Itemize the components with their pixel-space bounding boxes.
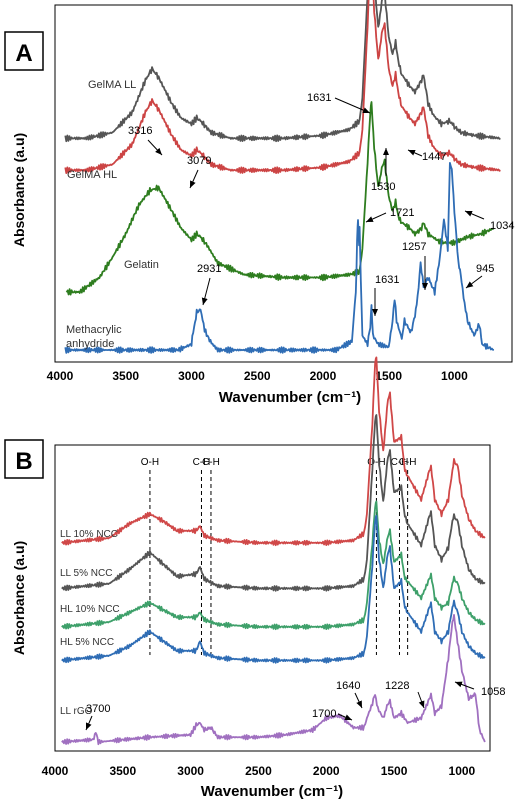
x-tick-label: 1500 [381,764,408,778]
annotation-arrow [337,713,353,721]
x-tick-label: 3000 [178,369,205,383]
series-line [61,514,486,664]
x-tick-label: 1000 [441,369,468,383]
annotation-arrow [85,715,93,731]
plot-frame [54,4,513,363]
x-tick-label: 3500 [109,764,136,778]
series-line [64,0,501,143]
x-tick-label: 2500 [245,764,272,778]
bond-label: O-H [367,457,385,468]
x-tick-label: 1500 [375,369,402,383]
x-tick-label: 2000 [310,369,337,383]
panel-label-box [4,31,44,71]
x-tick-label: 4000 [47,369,74,383]
annotation-label: 1700 [312,708,336,720]
annotation-label: 3700 [86,703,110,715]
bond-label: C-H [193,457,211,468]
series-label: GelMA LL [88,79,136,91]
annotation-label: 945 [476,263,494,275]
x-tick-label: 2500 [244,369,271,383]
series-line [61,414,486,592]
plot-frame [54,444,491,752]
series-line [61,500,486,631]
annotation-label: 1721 [390,207,414,219]
annotation-arrow [407,149,423,157]
series-label: HL 5% NCC [60,637,114,648]
series-label: LL 10% NCC [60,529,118,540]
series-line [61,614,486,746]
series-label: LL 5% NCC [60,568,112,579]
x-tick-label: 3500 [112,369,139,383]
chart-panel-a: A 4000 3500 3000 2500 2000 1500 1000 Wavenumbe… [4,0,514,406]
annotation-arrow [464,210,485,220]
annotation-label: 1640 [336,680,360,692]
series-label: Methacrylic [66,324,122,336]
series-label: Gelatin [124,259,159,271]
annotation-arrow [365,212,387,223]
annotation-arrow [147,139,163,156]
annotation-arrow [334,97,371,114]
x-tick-label: 2000 [313,764,340,778]
annotation-label: 3079 [187,155,211,167]
series-line [64,0,501,175]
bond-label: C-H [399,457,417,468]
x-tick-group: 4000 3500 3000 2500 2000 1500 1000 [47,369,468,383]
series-label: GelMA HL [67,169,117,181]
bond-label: C-H [202,457,220,468]
annotation-arrow [201,277,211,306]
series-label: anhydride [66,338,114,350]
annotation-arrow [465,275,483,289]
y-axis-label: Absorbance (a.u) [11,133,27,247]
annotation-label: 1631 [375,274,399,286]
x-tick-group: 4000 3500 3000 2500 2000 1500 1000 [42,764,476,778]
bond-label: C-H [391,457,409,468]
bond-guide-group: O-H C-HC-H O-H C-HC-H [141,457,417,655]
y-axis-label: Absorbance (a.u) [11,541,27,655]
x-tick-label: 3000 [177,764,204,778]
annotation-arrow [417,691,425,709]
series-line [61,356,486,547]
bond-label: O-H [141,457,159,468]
series-label: HL 10% NCC [60,604,120,615]
x-tick-label: 1000 [449,764,476,778]
annotation-arrow [454,681,475,690]
series-group [64,0,501,354]
annotation-label: 1257 [402,241,426,253]
annotation-label: 2931 [197,263,221,275]
x-axis-label: Wavenumber (cm⁻¹) [201,783,343,800]
x-tick-label: 4000 [42,764,69,778]
series-group [61,356,486,746]
panel-label: A [15,40,32,67]
annotation-label: 1058 [481,686,505,698]
series-label: LL rGO [60,706,93,717]
annotation-label: 1228 [385,680,409,692]
chart-panel-b: B O-H C-HC-H O-H C-HC-H 4000 3500 3000 2500 200… [4,356,505,800]
x-axis-label: Wavenumber (cm⁻¹) [219,389,361,406]
panel-label: B [15,448,32,475]
annotation-label: 1447 [422,151,446,163]
annotation-label: 1034 [490,220,514,232]
panel-label-box [4,439,44,479]
series-line [64,161,495,354]
annotation-arrow [189,169,199,189]
series-line [65,101,495,296]
annotation-arrow [354,692,363,709]
annotation-label: 3316 [128,125,152,137]
annotation-label: 1530 [371,181,395,193]
annotation-label: 1631 [307,92,331,104]
